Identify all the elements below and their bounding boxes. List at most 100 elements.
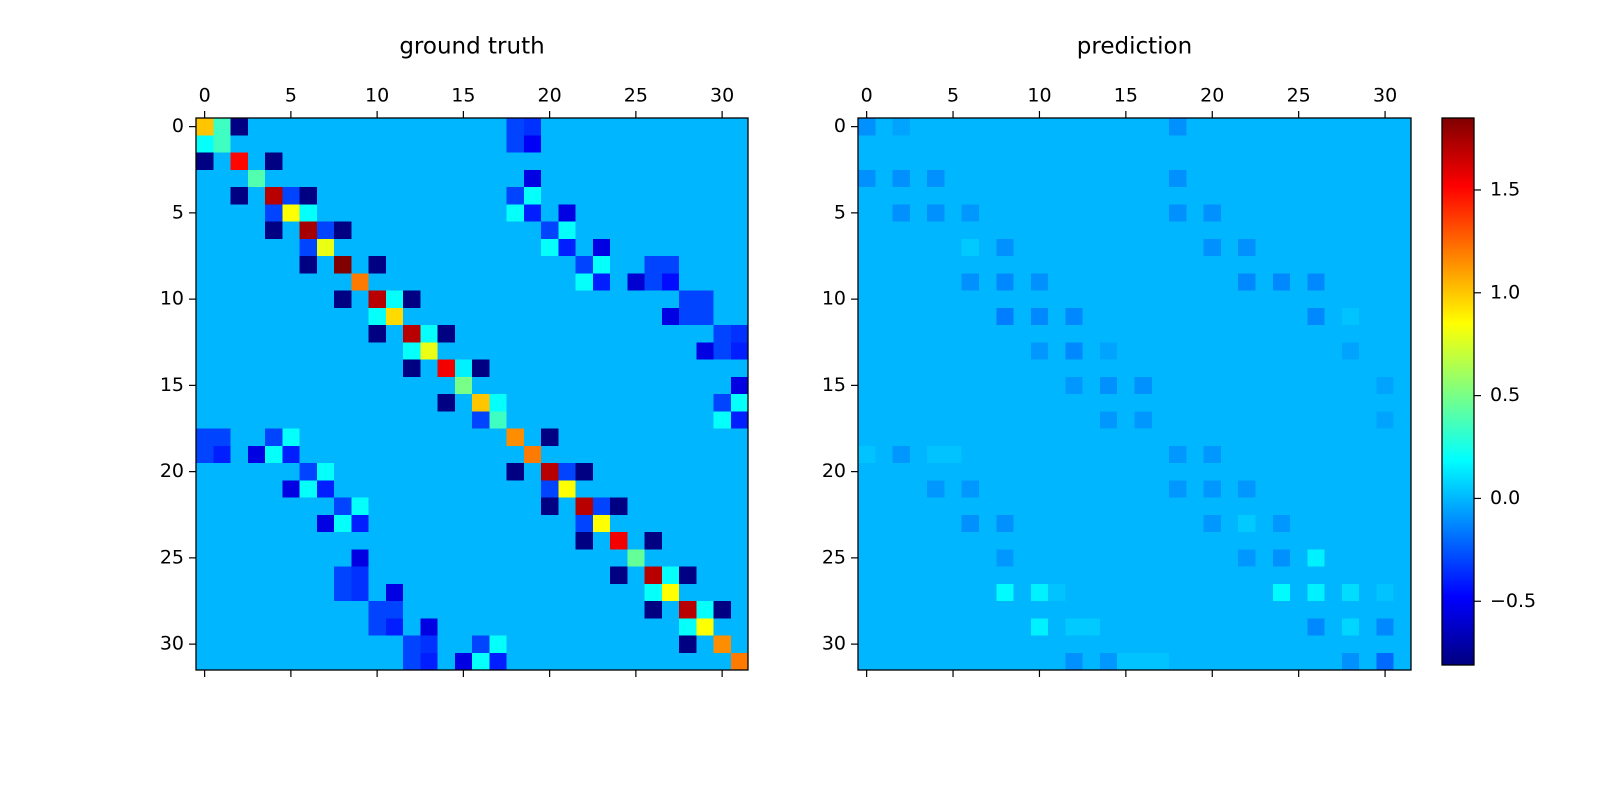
cell xyxy=(679,359,697,378)
cell xyxy=(247,152,266,171)
cell xyxy=(1065,652,1084,671)
cell xyxy=(944,325,963,343)
cell xyxy=(1134,394,1153,412)
cell xyxy=(437,428,456,447)
cell xyxy=(1082,497,1101,516)
cell xyxy=(961,204,980,222)
cell xyxy=(196,342,214,360)
cell xyxy=(1255,169,1274,188)
cell xyxy=(1065,376,1084,395)
cell xyxy=(196,307,214,326)
cell xyxy=(909,187,928,205)
cell xyxy=(1048,118,1066,136)
cell xyxy=(1341,497,1360,516)
cell xyxy=(1376,394,1395,412)
cell xyxy=(661,152,680,171)
cell xyxy=(575,549,594,567)
cell xyxy=(1099,307,1118,326)
cell xyxy=(1065,290,1084,309)
cell xyxy=(282,463,300,481)
cell xyxy=(978,601,997,619)
cell xyxy=(541,290,559,309)
cell xyxy=(316,221,335,240)
cell xyxy=(1324,325,1343,343)
cell xyxy=(1307,411,1326,429)
cell xyxy=(944,652,963,671)
cell xyxy=(1030,290,1049,309)
cell xyxy=(679,566,697,585)
cell xyxy=(420,256,438,274)
cell xyxy=(1013,514,1032,533)
cell xyxy=(1255,532,1274,550)
y-tick-label: 20 xyxy=(822,460,846,482)
cell xyxy=(316,549,335,567)
cell xyxy=(1238,273,1256,291)
cell xyxy=(1238,359,1256,378)
cell xyxy=(1013,635,1032,654)
cell xyxy=(489,549,507,567)
cell xyxy=(437,342,456,360)
cell xyxy=(1393,307,1412,326)
cell xyxy=(978,325,997,343)
cell xyxy=(730,497,749,516)
cell xyxy=(875,221,894,240)
cell xyxy=(1203,221,1222,240)
cell xyxy=(892,204,911,222)
cell xyxy=(661,601,680,619)
cell xyxy=(978,238,997,257)
cell xyxy=(961,169,980,188)
cell xyxy=(489,428,507,447)
cell xyxy=(437,601,456,619)
cell xyxy=(858,583,876,602)
cell xyxy=(1255,118,1274,136)
cell xyxy=(1099,376,1118,395)
cell xyxy=(909,445,928,464)
cell xyxy=(644,290,663,309)
cell xyxy=(610,566,628,585)
cell xyxy=(592,187,611,205)
cell xyxy=(1272,273,1291,291)
cell xyxy=(541,169,559,188)
cell xyxy=(454,480,473,498)
cell xyxy=(1324,359,1343,378)
cell xyxy=(875,342,894,360)
cell xyxy=(403,411,421,429)
cell xyxy=(1376,187,1395,205)
cell xyxy=(1393,342,1412,360)
cell xyxy=(282,583,300,602)
cell xyxy=(1082,618,1101,636)
cell xyxy=(592,601,611,619)
cell xyxy=(1393,290,1412,309)
y-tick-label: 0 xyxy=(172,115,184,137)
cell xyxy=(713,256,732,274)
cell xyxy=(385,204,404,222)
cell xyxy=(713,652,732,671)
cell xyxy=(1065,463,1084,481)
cell xyxy=(1220,394,1239,412)
cell xyxy=(592,221,611,240)
cell xyxy=(282,394,300,412)
cell xyxy=(627,480,645,498)
cell xyxy=(1013,273,1032,291)
cell xyxy=(454,238,473,257)
cell xyxy=(351,497,369,516)
cell xyxy=(592,583,611,602)
cell xyxy=(1341,532,1360,550)
cell xyxy=(696,549,714,567)
cell xyxy=(1376,152,1395,171)
cell xyxy=(944,152,963,171)
cell xyxy=(282,221,300,240)
cell xyxy=(978,307,997,326)
cell xyxy=(1134,445,1153,464)
cell xyxy=(368,445,387,464)
cell xyxy=(961,376,980,395)
cell xyxy=(1151,532,1170,550)
cell xyxy=(927,652,945,671)
cell xyxy=(1186,618,1205,636)
cell xyxy=(627,204,645,222)
cell xyxy=(909,221,928,240)
cell xyxy=(265,169,283,188)
cell xyxy=(1186,376,1205,395)
cell xyxy=(892,290,911,309)
cell xyxy=(403,325,421,343)
